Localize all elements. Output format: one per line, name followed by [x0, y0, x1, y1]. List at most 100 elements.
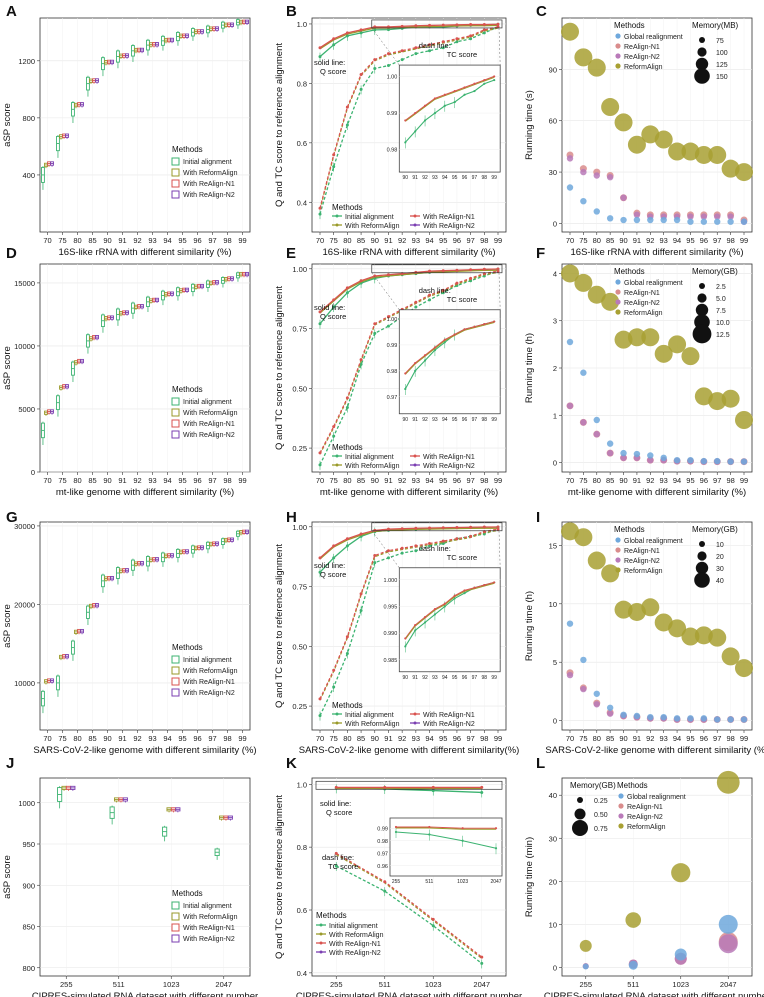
- series-point: [400, 49, 404, 53]
- series-point: [345, 105, 349, 109]
- panel-D: D 0 5000 10000 15000 70 75 80 85 90 91 92 93 94 95 96 97…: [2, 245, 251, 498]
- xtick-label: 91: [384, 476, 392, 485]
- inset-line-reform: [396, 827, 496, 830]
- bubble-global-realignment: [633, 450, 641, 458]
- legend-title: Methods: [172, 385, 203, 394]
- inset-xtick-label: 91: [412, 175, 418, 181]
- panel-G: G 10000 20000 30000 70 75 80 85 90 91 92 93 94 95 96 97…: [2, 509, 257, 756]
- legend-key-point: [335, 463, 339, 467]
- legend-label: Initial alignment: [329, 923, 378, 930]
- size-legend-key: [699, 37, 705, 43]
- bubble-realign-n2: [593, 701, 600, 708]
- xtick-label: 85: [88, 476, 96, 485]
- xtick-label: 97: [713, 476, 721, 485]
- xtick-label: 70: [316, 236, 324, 245]
- size-legend-key: [574, 808, 586, 820]
- series-point: [386, 64, 390, 68]
- inset-frame: [398, 64, 501, 173]
- panel-letter: L: [536, 755, 545, 772]
- xtick-label: 95: [686, 476, 694, 485]
- legend-label: Initial alignment: [345, 454, 394, 461]
- size-legend-label: 125: [716, 62, 728, 69]
- x-axis-label: SARS-CoV-2-like genome with different si…: [545, 745, 764, 756]
- series-point: [455, 268, 459, 272]
- series-point: [428, 293, 432, 297]
- inset-xtick-label: 98: [482, 675, 488, 681]
- ytick-label: 10000: [14, 679, 35, 688]
- xtick-label: 80: [593, 734, 601, 743]
- xtick-label: 85: [357, 734, 365, 743]
- inset-line: [404, 79, 495, 143]
- ytick-label: 60: [549, 117, 557, 126]
- series-line: [319, 526, 498, 559]
- legend-key: [615, 33, 621, 39]
- xtick-label: 92: [398, 476, 406, 485]
- inset-line: [396, 826, 496, 829]
- plot-frame: [39, 17, 251, 233]
- series-point: [441, 288, 445, 292]
- bubble-global-realignment: [714, 716, 721, 723]
- bubble-global-realignment: [740, 458, 748, 465]
- x-axis-label: 16S-like rRNA with different similarity …: [323, 247, 496, 258]
- xtick-label: 75: [579, 734, 587, 743]
- series-point: [469, 534, 473, 538]
- bubble-reformalign: [574, 48, 593, 67]
- bubble-global-realignment: [687, 715, 694, 722]
- inset-point: [483, 323, 486, 326]
- series-point: [332, 668, 336, 672]
- legend-label: With ReAlign-N1: [423, 712, 475, 719]
- xtick-label: 511: [113, 980, 125, 989]
- series-point: [345, 537, 349, 541]
- legend-label: With ReAlign-N1: [423, 214, 475, 221]
- xtick-label: 70: [566, 236, 574, 245]
- series-point: [359, 532, 363, 536]
- panel-letter: J: [6, 755, 14, 772]
- series-point: [332, 425, 336, 429]
- legend-key-point: [413, 721, 417, 725]
- ytick-label: 30: [549, 168, 557, 177]
- inset-frame: [398, 567, 501, 673]
- plot-frame: [39, 777, 251, 977]
- inset-xtick-label: 97: [472, 175, 478, 181]
- inset-line: [404, 321, 495, 374]
- zoom-box: [315, 780, 503, 790]
- bubble-reformalign: [708, 392, 727, 411]
- series-point: [455, 281, 459, 285]
- series-point: [345, 31, 349, 35]
- xtick-label: 98: [223, 734, 231, 743]
- legend-label: With ReAlign-N2: [423, 463, 475, 470]
- inset-xtick-label: 2047: [490, 879, 501, 885]
- series-point: [441, 539, 445, 543]
- bubble-realign-n2: [566, 671, 574, 679]
- legend-label: With ReAlign-N1: [183, 181, 235, 188]
- inset-xtick-label: 90: [403, 417, 409, 423]
- series-point: [359, 358, 363, 362]
- series-line-reform: [319, 24, 499, 50]
- legend-label: With ReAlign-N1: [183, 679, 235, 686]
- legend-label: ReformAlign: [627, 824, 666, 831]
- panel-letter: E: [286, 245, 296, 262]
- xtick-label: 85: [606, 734, 614, 743]
- legend-label: ReAlign-N2: [624, 558, 660, 565]
- inset-ytick-label: 0.98: [387, 369, 398, 375]
- series-point: [400, 58, 404, 62]
- series-line: [319, 26, 499, 215]
- inset-line: [404, 75, 495, 121]
- inset-point: [443, 602, 446, 605]
- xtick-label: 93: [148, 734, 156, 743]
- inset-point: [463, 93, 466, 96]
- legend-label: With ReformAlign: [345, 223, 400, 230]
- xtick-label: 97: [466, 734, 474, 743]
- ytick-label: 3: [553, 317, 557, 326]
- xtick-label: 99: [494, 236, 502, 245]
- legend-label: ReformAlign: [624, 64, 663, 71]
- xtick-label: 93: [148, 236, 156, 245]
- ytick-label: 0.6: [297, 906, 307, 915]
- inset-ytick-label: 1.00: [387, 317, 398, 323]
- ytick-label: 0: [553, 219, 557, 228]
- xtick-label: 94: [673, 734, 681, 743]
- series-point: [469, 525, 473, 529]
- series-point: [428, 43, 432, 47]
- bubble-global-realignment: [606, 704, 614, 711]
- xtick-label: 99: [494, 476, 502, 485]
